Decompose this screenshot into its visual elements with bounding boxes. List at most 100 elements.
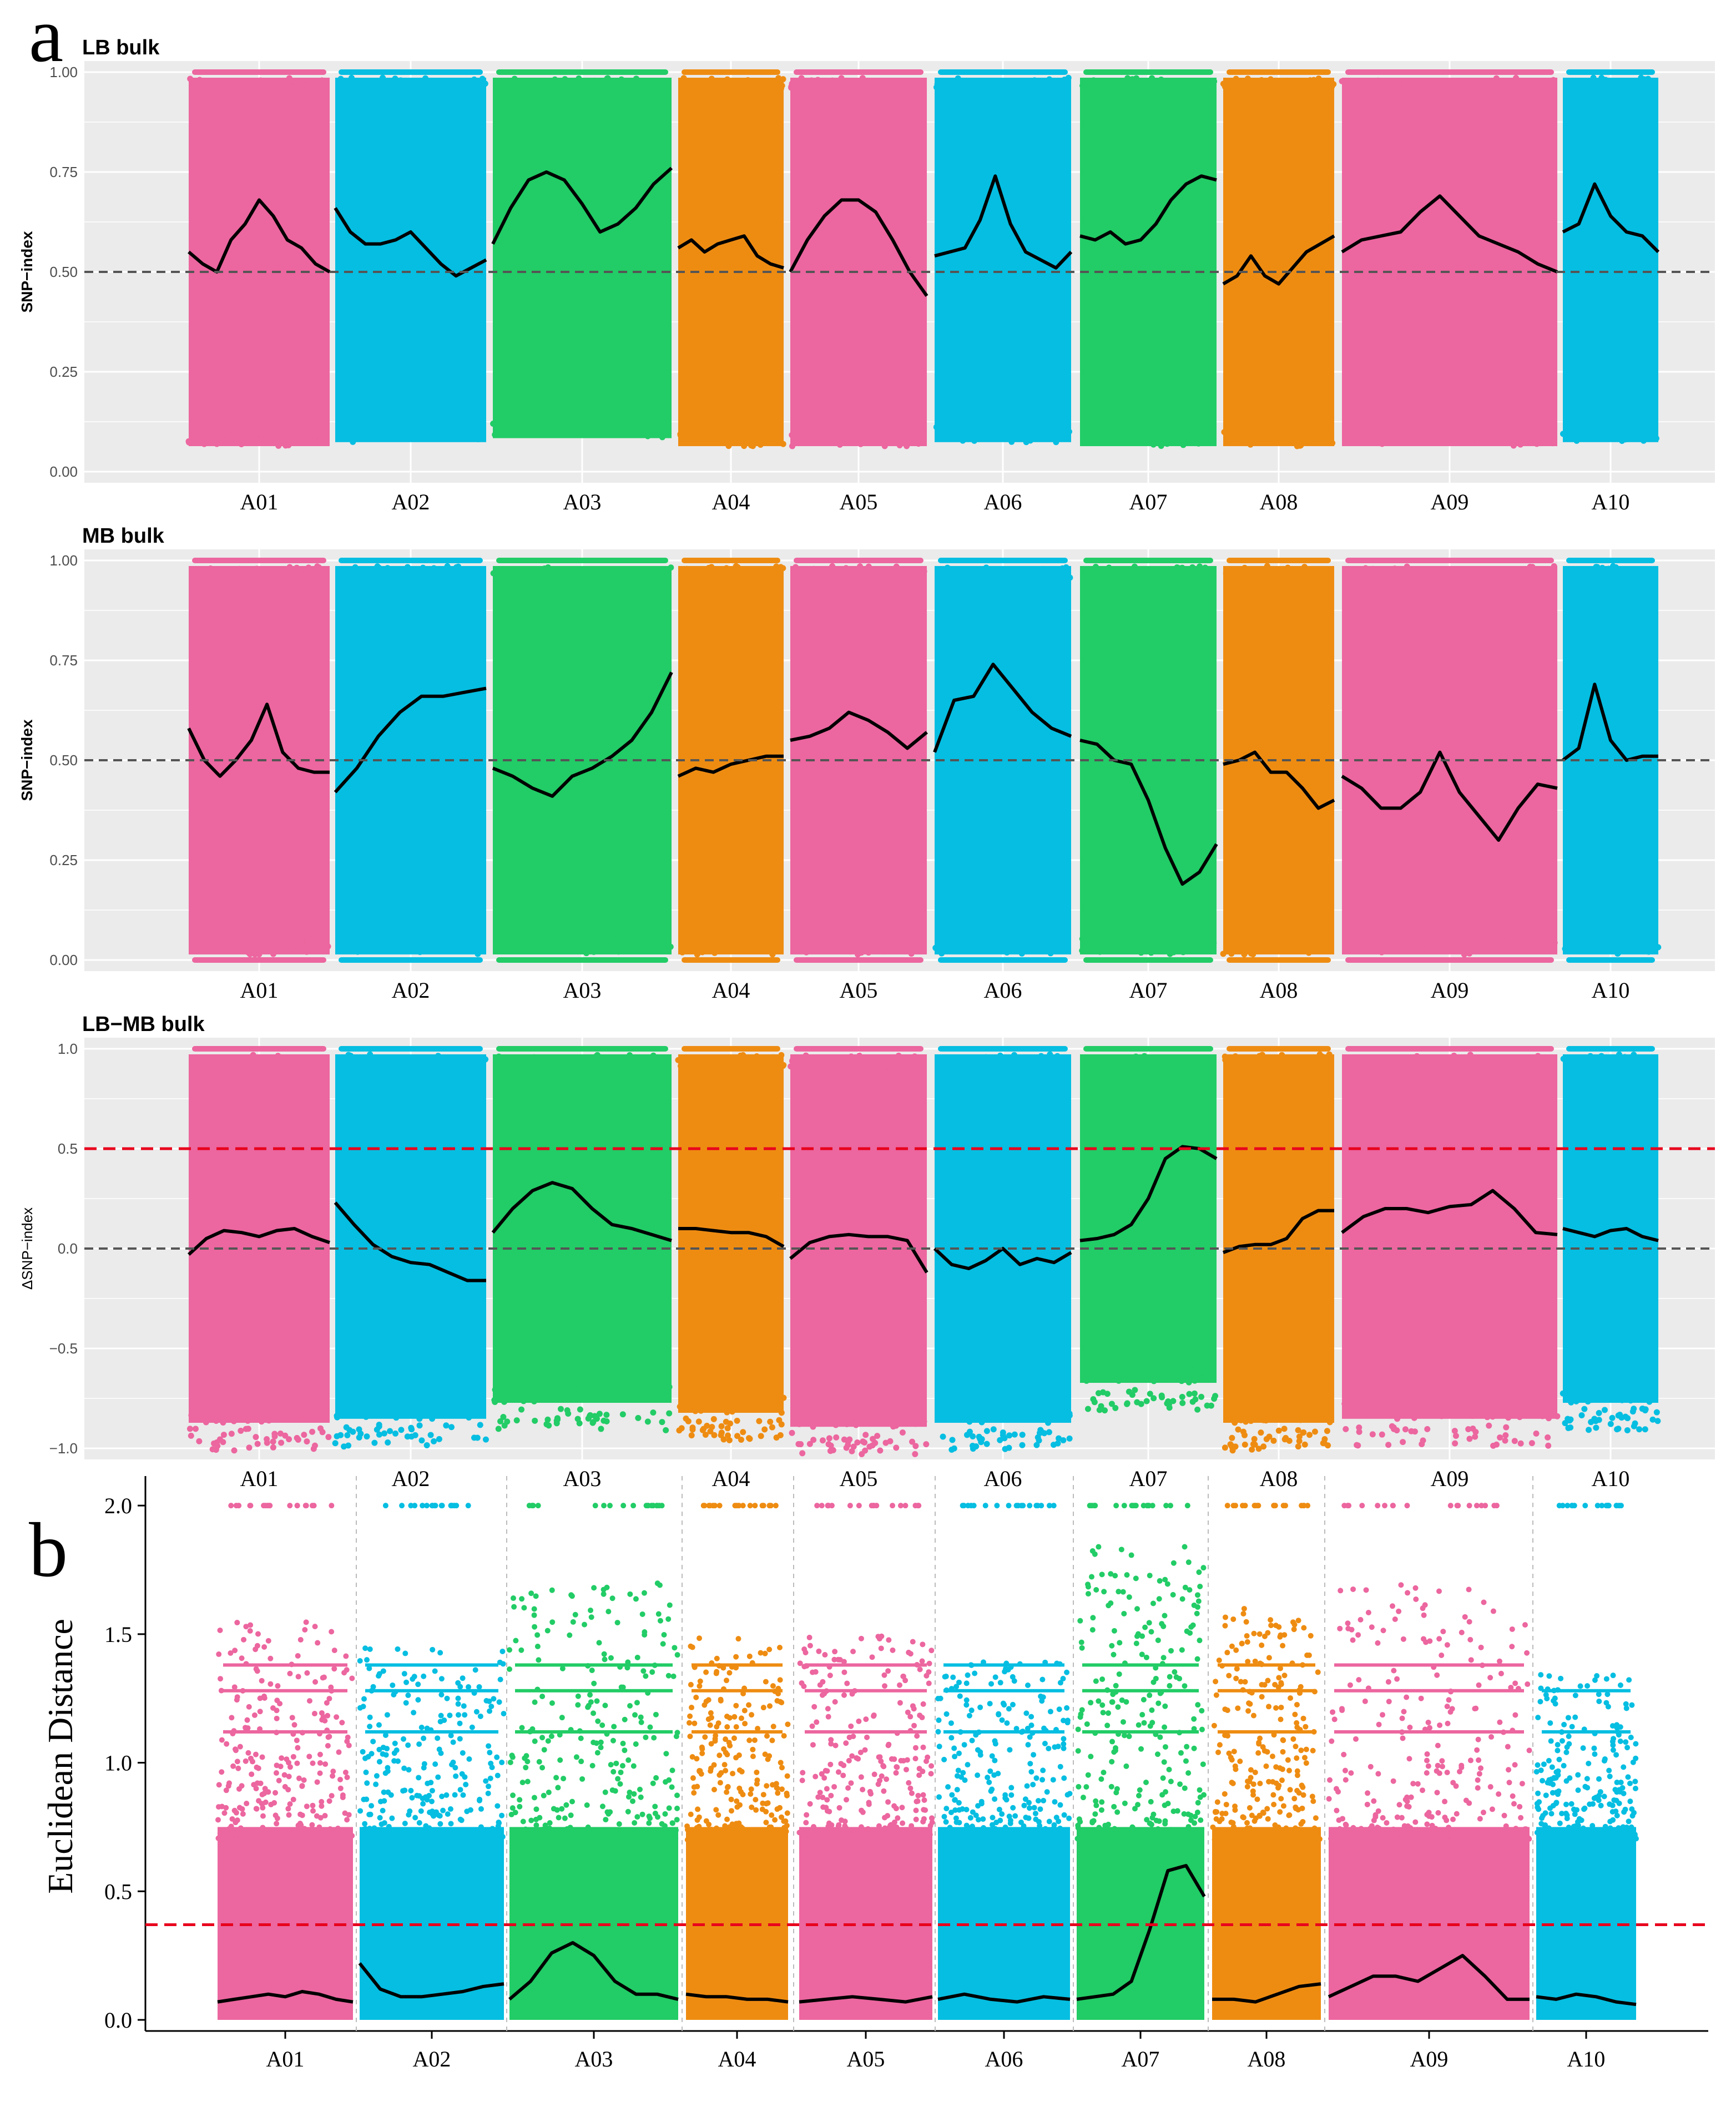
- scatter-band-top: [339, 69, 483, 75]
- scatter-point: [1104, 1722, 1111, 1729]
- scatter-point: [1475, 1836, 1481, 1842]
- scatter-point: [1182, 1683, 1188, 1689]
- scatter-point: [1185, 433, 1192, 439]
- scatter-point: [815, 77, 821, 83]
- scatter-band-bottom: [794, 957, 923, 963]
- scatter-point: [1275, 1785, 1281, 1791]
- trend-line-a08: [1212, 1982, 1321, 2004]
- scatter-point: [492, 431, 498, 438]
- scatter-point: [869, 1835, 875, 1841]
- scatter-point: [835, 1823, 841, 1829]
- scatter-point: [987, 1408, 993, 1415]
- scatter-point: [260, 574, 267, 581]
- scatter-point: [987, 1701, 993, 1707]
- scatter-band-bottom: [339, 957, 483, 963]
- scatter-point: [1653, 1409, 1660, 1416]
- scatter-point: [1144, 1817, 1150, 1823]
- scatter-point: [1270, 1437, 1277, 1444]
- scatter-point: [512, 1810, 518, 1816]
- scatter-point: [723, 1767, 729, 1773]
- scatter-point: [1304, 1830, 1310, 1836]
- scatter-point: [821, 1775, 827, 1781]
- scatter-point: [441, 1717, 447, 1724]
- scatter-band: [515, 1689, 673, 1692]
- scatter-point: [398, 88, 405, 95]
- chromosome-a09: [1339, 69, 1558, 449]
- scatter-point: [954, 1787, 960, 1793]
- scatter-point: [246, 1064, 253, 1070]
- scatter-point: [311, 939, 317, 946]
- trend-line-a05: [790, 710, 928, 750]
- scatter-point: [1236, 1055, 1243, 1062]
- scatter-point: [887, 1438, 894, 1444]
- scatter-point: [1129, 1825, 1136, 1831]
- scatter-point: [453, 1503, 460, 1509]
- scatter-point: [655, 1611, 662, 1617]
- scatter-point: [1010, 1701, 1016, 1707]
- scatter-point: [1042, 1826, 1048, 1832]
- scatter-point: [349, 1833, 355, 1839]
- scatter-point: [1568, 1399, 1574, 1406]
- scatter-point: [228, 1503, 234, 1509]
- scatter-point: [714, 1394, 721, 1401]
- scatter-point: [312, 88, 319, 95]
- scatter-point: [652, 432, 658, 438]
- scatter-point: [1060, 1676, 1066, 1682]
- scatter-point: [431, 1813, 437, 1819]
- scatter-point: [610, 1737, 616, 1744]
- scatter-point: [936, 1744, 942, 1750]
- scatter-point: [857, 441, 864, 447]
- scatter-point: [1281, 1436, 1288, 1443]
- scatter-point: [893, 1805, 899, 1811]
- scatter-point: [1384, 570, 1390, 577]
- scatter-point: [1006, 1706, 1012, 1712]
- scatter-point: [1263, 431, 1269, 437]
- scatter-point: [1526, 1747, 1532, 1754]
- scatter-point: [374, 563, 381, 570]
- scatter-point: [1292, 430, 1299, 436]
- scatter-point: [1026, 1836, 1032, 1842]
- scatter-point: [1026, 1800, 1032, 1806]
- scatter-point: [1318, 85, 1325, 92]
- scatter-point: [733, 1755, 739, 1761]
- scatter-point: [1162, 1577, 1168, 1583]
- scatter-point: [725, 443, 732, 449]
- scatter-point: [659, 1419, 665, 1426]
- scatter-point: [1596, 1409, 1602, 1416]
- scatter-point: [564, 1396, 571, 1403]
- scatter-point: [1240, 1815, 1247, 1821]
- scatter-point: [1481, 1599, 1487, 1605]
- scatter-point: [1089, 1503, 1095, 1509]
- scatter-point: [674, 1817, 680, 1823]
- scatter-band-top: [339, 1046, 483, 1052]
- scatter-point: [1538, 1411, 1545, 1418]
- scatter-point: [1343, 1426, 1349, 1432]
- scatter-point: [826, 1808, 832, 1815]
- scatter-point: [274, 1837, 280, 1843]
- scatter-point: [310, 437, 317, 443]
- scatter-point: [270, 951, 276, 957]
- scatter-point: [1261, 1682, 1268, 1688]
- scatter-point: [1596, 1417, 1602, 1423]
- scatter-point: [337, 75, 344, 82]
- scatter-point: [188, 1412, 195, 1418]
- scatter-point: [944, 1831, 950, 1837]
- scatter-point: [409, 1827, 415, 1833]
- scatter-point: [1550, 80, 1556, 87]
- scatter-point: [1275, 1684, 1281, 1690]
- scatter-point: [475, 951, 481, 957]
- scatter-point: [992, 1757, 998, 1764]
- scatter-point: [438, 1712, 444, 1719]
- scatter-point: [937, 432, 943, 438]
- scatter-point: [1096, 1825, 1102, 1831]
- scatter-point: [297, 1413, 304, 1420]
- scatter-point: [243, 1624, 249, 1630]
- scatter-point: [871, 1712, 877, 1718]
- scatter-point: [844, 568, 851, 575]
- scatter-point: [822, 1767, 829, 1773]
- scatter-point: [746, 1653, 753, 1659]
- scatter-point: [966, 433, 973, 439]
- scatter-point: [723, 565, 730, 572]
- scatter-point: [665, 1673, 672, 1679]
- scatter-point: [235, 1765, 241, 1771]
